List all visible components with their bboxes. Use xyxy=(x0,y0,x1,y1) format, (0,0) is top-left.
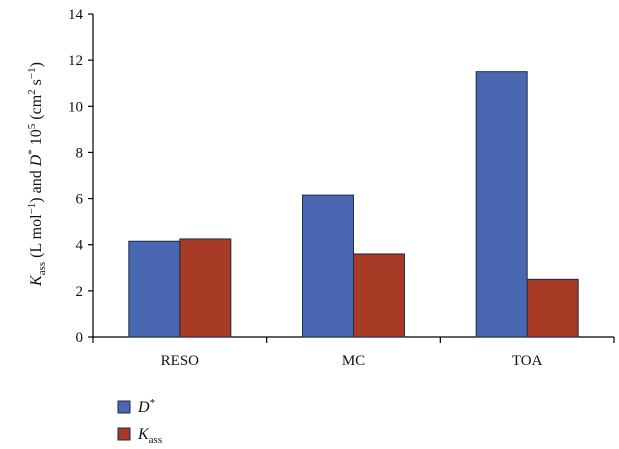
bar-d-toa xyxy=(475,71,528,338)
legend-swatch-d-star xyxy=(117,400,131,414)
x-axis-ticks xyxy=(92,337,615,343)
y-tick-label: 0 xyxy=(76,330,84,346)
legend-label-kass: Kass xyxy=(137,426,162,446)
legend: D* Kass xyxy=(117,397,162,446)
y-tick-label: 6 xyxy=(76,192,84,208)
x-category-label: MC xyxy=(342,353,365,369)
y-tick-label: 2 xyxy=(76,284,84,300)
y-tick-label: 12 xyxy=(68,53,83,69)
y-axis-ticks: 0 2 4 6 8 10 12 14 xyxy=(68,7,93,346)
bar-k-mc xyxy=(353,253,405,338)
y-tick-label: 10 xyxy=(68,99,83,115)
bar-k-toa xyxy=(526,278,579,338)
bar-series-group xyxy=(128,71,579,338)
legend-label-d-star: D* xyxy=(137,397,155,416)
x-axis-labels: RESO MC TOA xyxy=(161,353,543,369)
bar-d-reso xyxy=(128,240,181,338)
bar-d-mc xyxy=(302,194,354,338)
x-category-label: RESO xyxy=(161,353,200,369)
y-tick-label: 4 xyxy=(76,238,84,254)
y-axis-title: Kass (L mol−1) and D* 105 (cm2 s−1) xyxy=(26,62,48,287)
bar-k-reso xyxy=(179,238,232,338)
y-tick-label: 8 xyxy=(76,145,84,161)
x-category-label: TOA xyxy=(512,353,543,369)
legend-swatch-kass xyxy=(117,427,131,441)
y-tick-label: 14 xyxy=(68,7,84,23)
